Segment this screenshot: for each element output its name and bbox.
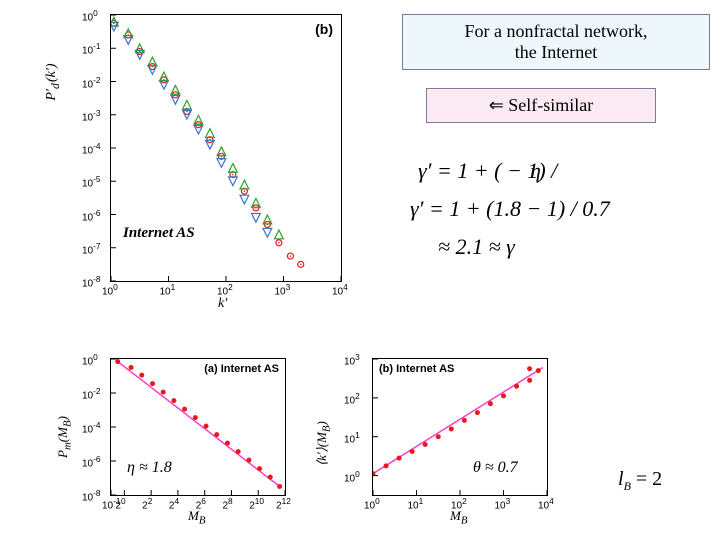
equation-3: ≈ 2.1 ≈ γ bbox=[438, 234, 515, 260]
info-box-2-text: Self-similar bbox=[504, 95, 593, 115]
br-annot: θ ≈ 0.7 bbox=[473, 459, 518, 477]
equation-1-eta: η bbox=[530, 158, 541, 184]
info-box-2: ⇐ Self-similar bbox=[426, 88, 656, 123]
br-panel-label: (b) Internet AS bbox=[379, 363, 454, 375]
top-chart-inside-label: Internet AS bbox=[123, 225, 195, 242]
top-chart-ylabel: P′d (k′) bbox=[44, 32, 62, 132]
info-box-1: For a nonfractal network, the Internet bbox=[402, 14, 710, 70]
bottom-left-plot: (a) Internet AS η ≈ 1.8 bbox=[110, 358, 286, 496]
top-chart-panel-label: (b) bbox=[315, 21, 333, 37]
bl-panel-label: (a) Internet AS bbox=[204, 363, 279, 375]
bl-ylabel: Pm(MB) bbox=[55, 416, 74, 458]
br-ylabel: ⟨k′⟩(MB) bbox=[314, 421, 333, 466]
bottom-right-plot: (b) Internet AS θ ≈ 0.7 bbox=[372, 358, 548, 496]
bottom-left-chart: (a) Internet AS η ≈ 1.8 MB Pm(MB) 10-120… bbox=[110, 358, 286, 496]
equation-2: γ′ = 1 + (1.8 − 1) / 0.7 bbox=[410, 196, 610, 222]
bl-annot: η ≈ 1.8 bbox=[127, 459, 172, 477]
info-box-1-line1: For a nonfractal network, bbox=[417, 21, 695, 42]
top-chart: (b) Internet AS k′ P′d (k′) 100101102103… bbox=[110, 14, 342, 282]
top-chart-plot: (b) Internet AS bbox=[110, 14, 342, 282]
info-box-1-line2: the Internet bbox=[417, 42, 695, 63]
equation-lb: lB = 2 bbox=[618, 468, 662, 494]
top-chart-xlabel: k′ bbox=[218, 296, 227, 312]
bottom-right-chart: (b) Internet AS θ ≈ 0.7 MB ⟨k′⟩(MB) 1001… bbox=[372, 358, 548, 496]
arrow-left-icon: ⇐ bbox=[489, 95, 504, 115]
